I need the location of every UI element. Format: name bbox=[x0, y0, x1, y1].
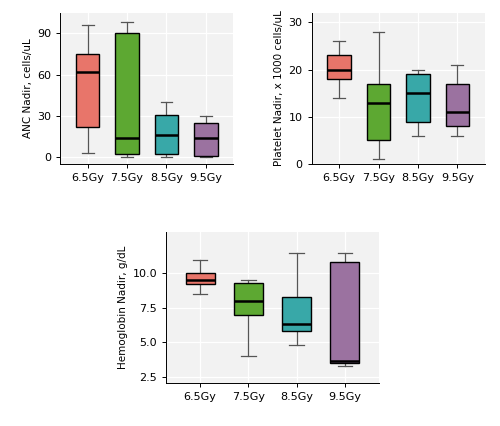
Y-axis label: Hemoglobin Nadir, g/dL: Hemoglobin Nadir, g/dL bbox=[118, 246, 128, 369]
Y-axis label: Platelet Nadir, x 1000 cells/uL: Platelet Nadir, x 1000 cells/uL bbox=[274, 11, 284, 167]
PathPatch shape bbox=[328, 55, 351, 79]
PathPatch shape bbox=[154, 115, 178, 155]
PathPatch shape bbox=[115, 33, 139, 155]
PathPatch shape bbox=[194, 123, 218, 156]
Y-axis label: ANC Nadir, cells/uL: ANC Nadir, cells/uL bbox=[22, 38, 32, 138]
PathPatch shape bbox=[234, 283, 263, 315]
PathPatch shape bbox=[76, 54, 100, 127]
PathPatch shape bbox=[446, 83, 469, 126]
PathPatch shape bbox=[186, 273, 214, 285]
PathPatch shape bbox=[330, 262, 360, 363]
PathPatch shape bbox=[366, 83, 390, 141]
PathPatch shape bbox=[282, 297, 311, 331]
PathPatch shape bbox=[406, 74, 430, 121]
